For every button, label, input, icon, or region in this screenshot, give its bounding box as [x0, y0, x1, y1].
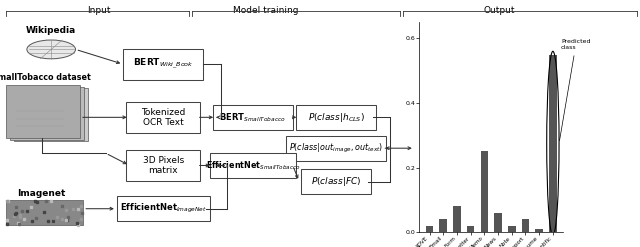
Text: Output: Output [483, 6, 515, 15]
FancyBboxPatch shape [10, 87, 84, 140]
Text: SmallTobacco dataset: SmallTobacco dataset [0, 73, 91, 82]
Bar [536, 229, 543, 232]
Circle shape [27, 40, 76, 59]
Text: EfficientNet$_{ImageNet}$: EfficientNet$_{ImageNet}$ [120, 202, 207, 215]
FancyBboxPatch shape [116, 196, 210, 221]
Text: $P(class|out_{image}, out_{text})$: $P(class|out_{image}, out_{text})$ [289, 142, 383, 155]
Text: $P(class|h_{CLS})$: $P(class|h_{CLS})$ [308, 111, 364, 124]
FancyBboxPatch shape [127, 102, 200, 133]
Text: Wikipedia: Wikipedia [26, 26, 76, 35]
Bar [494, 213, 502, 232]
FancyBboxPatch shape [123, 49, 204, 80]
FancyBboxPatch shape [210, 153, 296, 178]
Bar [522, 219, 529, 232]
Text: BERT$_{Wiki\_Book}$: BERT$_{Wiki\_Book}$ [133, 57, 193, 71]
FancyBboxPatch shape [301, 169, 371, 194]
Text: EfficientNet$_{SmallTobacco}$: EfficientNet$_{SmallTobacco}$ [205, 159, 300, 172]
Text: $P(class|FC)$: $P(class|FC)$ [311, 175, 361, 188]
FancyBboxPatch shape [296, 105, 376, 130]
FancyBboxPatch shape [6, 200, 83, 225]
Bar [467, 226, 474, 232]
FancyBboxPatch shape [14, 88, 88, 141]
FancyBboxPatch shape [6, 85, 80, 138]
Text: Input: Input [88, 6, 111, 15]
Bar [508, 226, 516, 232]
Bar [426, 226, 433, 232]
Bar [481, 151, 488, 232]
FancyBboxPatch shape [212, 105, 293, 130]
Text: Imagenet: Imagenet [17, 189, 66, 198]
Bar [453, 206, 461, 232]
Bar [440, 219, 447, 232]
FancyBboxPatch shape [127, 150, 200, 181]
Text: Model training: Model training [233, 6, 298, 15]
Bar [549, 55, 557, 232]
Text: 3D Pixels
matrix: 3D Pixels matrix [143, 156, 184, 175]
FancyBboxPatch shape [287, 136, 385, 161]
Text: Tokenized
OCR Text: Tokenized OCR Text [141, 108, 186, 127]
Text: Predicted
class: Predicted class [559, 40, 591, 141]
Text: BERT$_{SmallTobacco}$: BERT$_{SmallTobacco}$ [220, 111, 286, 124]
